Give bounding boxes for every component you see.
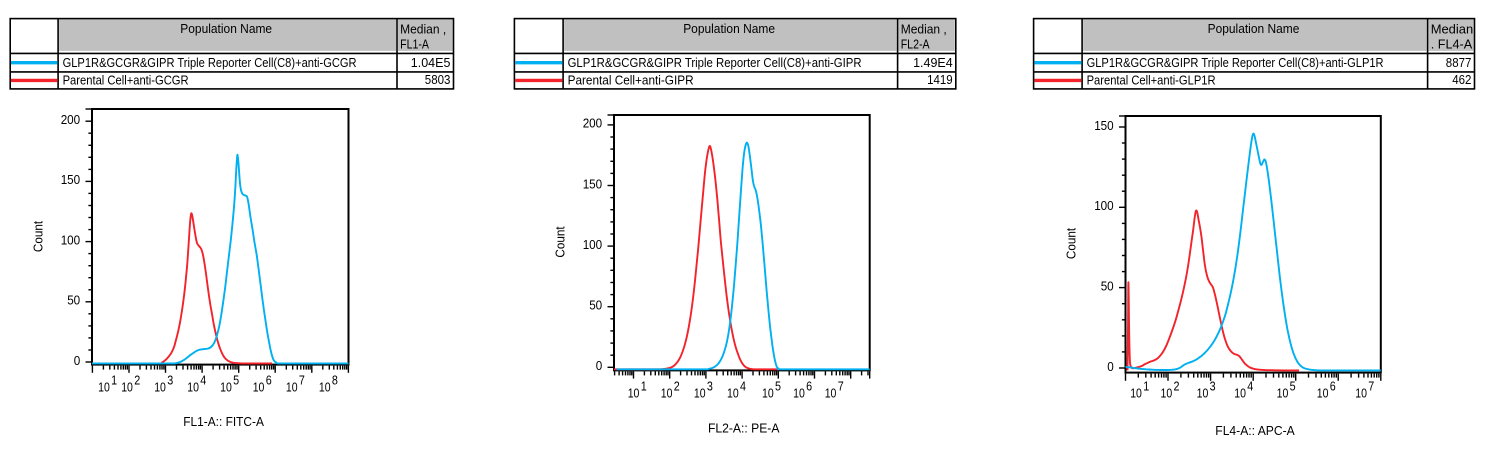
svg-text:1: 1 xyxy=(1143,379,1149,394)
svg-text:FL4-A:: APC-A: FL4-A:: APC-A xyxy=(1215,423,1295,438)
svg-text:5: 5 xyxy=(775,379,781,394)
svg-text:Population Name: Population Name xyxy=(180,21,272,36)
svg-text:1: 1 xyxy=(641,379,647,394)
svg-text:0: 0 xyxy=(74,353,81,368)
svg-text:GLP1R&GCGR&GIPR Triple Reporte: GLP1R&GCGR&GIPR Triple Reporter Cell(C8)… xyxy=(568,55,862,70)
svg-text:50: 50 xyxy=(1101,278,1114,293)
svg-text:8: 8 xyxy=(332,373,338,388)
svg-text:GLP1R&GCGR&GIPR Triple Reporte: GLP1R&GCGR&GIPR Triple Reporter Cell(C8)… xyxy=(1087,55,1384,70)
svg-text:5: 5 xyxy=(1290,379,1296,394)
svg-text:10: 10 xyxy=(661,386,673,401)
svg-text:. FL4-A: . FL4-A xyxy=(1431,37,1473,52)
svg-text:FL2-A:: PE-A: FL2-A:: PE-A xyxy=(708,420,780,435)
svg-text:10: 10 xyxy=(1277,386,1289,401)
svg-text:10: 10 xyxy=(286,380,298,395)
svg-text:10: 10 xyxy=(1130,386,1142,401)
svg-text:200: 200 xyxy=(61,112,81,127)
svg-text:50: 50 xyxy=(589,298,602,313)
svg-text:10: 10 xyxy=(1317,386,1329,401)
svg-text:10: 10 xyxy=(825,386,837,401)
svg-text:10: 10 xyxy=(1234,386,1246,401)
svg-text:10: 10 xyxy=(793,386,805,401)
svg-text:10: 10 xyxy=(98,380,110,395)
svg-text:6: 6 xyxy=(266,373,272,388)
svg-text:Median ,: Median , xyxy=(400,21,446,36)
svg-text:6: 6 xyxy=(806,379,812,394)
svg-text:3: 3 xyxy=(167,373,173,388)
svg-text:Median: Median xyxy=(1431,21,1474,36)
svg-text:10: 10 xyxy=(727,386,739,401)
svg-text:FL1-A:: FITC-A: FL1-A:: FITC-A xyxy=(183,414,264,429)
svg-text:6: 6 xyxy=(1330,379,1336,394)
svg-text:3: 3 xyxy=(1210,379,1216,394)
svg-text:1.04E5: 1.04E5 xyxy=(411,55,451,70)
svg-text:8877: 8877 xyxy=(1446,55,1472,70)
svg-text:462: 462 xyxy=(1452,72,1471,87)
svg-text:0: 0 xyxy=(596,358,603,373)
svg-text:1419: 1419 xyxy=(927,72,953,87)
svg-text:Parental Cell+anti-GIPR: Parental Cell+anti-GIPR xyxy=(568,73,694,88)
svg-text:100: 100 xyxy=(583,237,603,252)
svg-text:150: 150 xyxy=(61,172,81,187)
svg-text:Count: Count xyxy=(1064,228,1079,260)
svg-text:100: 100 xyxy=(61,232,81,247)
svg-text:7: 7 xyxy=(299,373,305,388)
svg-text:Parental Cell+anti-GCGR: Parental Cell+anti-GCGR xyxy=(63,73,189,88)
svg-text:5: 5 xyxy=(233,373,239,388)
svg-text:50: 50 xyxy=(67,293,80,308)
svg-text:Count: Count xyxy=(31,221,46,253)
svg-text:150: 150 xyxy=(583,176,603,191)
svg-text:10: 10 xyxy=(1161,386,1173,401)
svg-text:Population Name: Population Name xyxy=(1208,21,1300,36)
svg-text:10: 10 xyxy=(319,380,331,395)
svg-text:10: 10 xyxy=(628,386,640,401)
svg-text:10: 10 xyxy=(694,386,706,401)
svg-text:200: 200 xyxy=(583,116,603,131)
svg-text:3: 3 xyxy=(707,379,713,394)
svg-text:Count: Count xyxy=(553,226,568,258)
svg-text:10: 10 xyxy=(1197,386,1209,401)
svg-text:GLP1R&GCGR&GIPR Triple Reporte: GLP1R&GCGR&GIPR Triple Reporter Cell(C8)… xyxy=(63,55,357,70)
svg-text:Parental Cell+anti-GLP1R: Parental Cell+anti-GLP1R xyxy=(1087,73,1216,88)
svg-text:4: 4 xyxy=(740,379,746,394)
svg-text:4: 4 xyxy=(1247,379,1253,394)
svg-text:Population Name: Population Name xyxy=(683,21,775,36)
svg-text:5803: 5803 xyxy=(425,72,451,87)
svg-text:1.49E4: 1.49E4 xyxy=(913,55,953,70)
svg-text:10: 10 xyxy=(253,380,265,395)
svg-text:2: 2 xyxy=(1174,379,1180,394)
svg-text:10: 10 xyxy=(187,380,199,395)
svg-text:7: 7 xyxy=(838,379,844,394)
svg-text:1: 1 xyxy=(111,373,117,388)
svg-text:FL1-A: FL1-A xyxy=(400,37,429,52)
svg-text:10: 10 xyxy=(220,380,232,395)
svg-text:4: 4 xyxy=(200,373,206,388)
svg-text:FL2-A: FL2-A xyxy=(901,37,930,52)
svg-text:2: 2 xyxy=(674,379,680,394)
svg-text:10: 10 xyxy=(121,380,133,395)
svg-text:10: 10 xyxy=(1355,386,1367,401)
svg-text:0: 0 xyxy=(1107,359,1114,374)
svg-text:150: 150 xyxy=(1094,118,1114,133)
svg-text:Median ,: Median , xyxy=(901,21,947,36)
svg-text:10: 10 xyxy=(762,386,774,401)
svg-text:7: 7 xyxy=(1368,379,1374,394)
svg-text:2: 2 xyxy=(134,373,140,388)
svg-text:10: 10 xyxy=(154,380,166,395)
svg-text:100: 100 xyxy=(1094,198,1114,213)
